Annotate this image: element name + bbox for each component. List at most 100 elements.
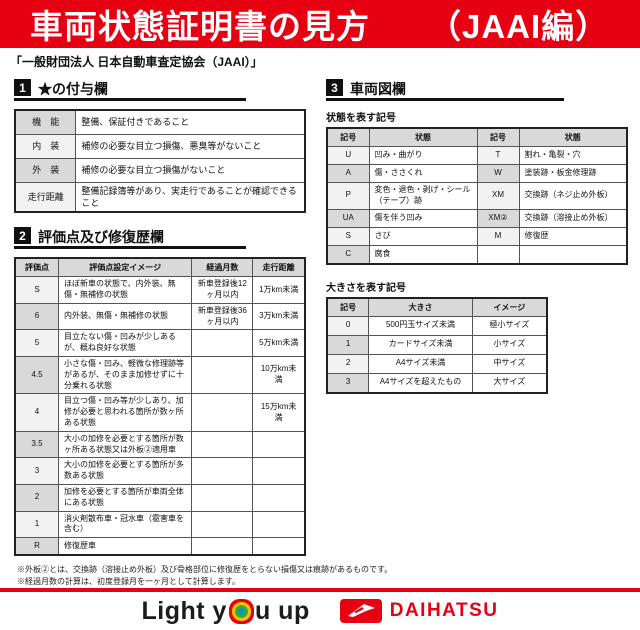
table-header-row: 評価点 評価点設定イメージ 経過月数 走行距離 [14,257,306,278]
brand-name: DAIHATSU [389,600,499,622]
months-cell [191,393,254,432]
score-cell: S [14,276,59,304]
condition-symbols-table: 記号 状態 記号 状態 U 凹み・曲がり T 割れ・亀裂・穴 A 傷・ささくれ … [326,127,628,265]
table-row: 3.5 大小の加修を必要とする箇所が数ヶ所ある状態又は外板②適用車 [14,430,306,459]
footnotes: ※外板②とは、交換跡（溶接止め外板）及び骨格部位に修復歴をとらない損傷又は痕跡が… [17,564,640,588]
score-desc-cell: 目立つ傷・凹み等が少しあり、加修が必要と思われる箇所が数ヶ所ある状態 [57,393,193,432]
table-row: 外 装 補修の必要な目立つ損傷がないこと [14,158,306,183]
score-desc-cell: 目立たない傷・凹みが少しあるが、概ね良好な状態 [57,329,193,358]
size-image-cell: 小サイズ [471,334,548,355]
column-header: 評価点 [14,257,59,278]
table-row: 2 A4サイズ未満 中サイズ [326,353,548,374]
mileage-cell [252,457,306,486]
size-symbol-cell: 1 [326,334,370,355]
symbol-cell: C [326,244,370,265]
section2-title: 評価点及び修復歴欄 [38,229,164,246]
condition-cell: 割れ・亀裂・穴 [518,146,628,165]
table-row: 0 500円玉サイズ未満 極小サイズ [326,315,548,336]
condition-cell: 塗装跡・板金修理跡 [518,164,628,183]
table-row: UA 傷を伴う凹み XM② 交換跡（溶接止め外板） [326,208,628,228]
right-column: 3 車両図欄 状態を表す記号 記号 状態 記号 状態 U 凹み・曲がり T 割れ… [326,72,628,556]
table-row: 2 加修を必要とする箇所が車両全体にある状態 [14,484,306,512]
condition-cell [518,244,628,265]
criteria-desc-cell: 補修の必要な目立つ損傷、悪臭等がないこと [75,134,306,159]
score-cell: 3.5 [14,430,59,459]
months-cell [191,430,254,459]
mileage-cell [252,430,306,459]
symbol-cell: P [326,182,370,210]
condition-cell: 修復歴 [518,226,628,246]
star-criteria-table: 機 能 整備、保証付きであること 内 装 補修の必要な目立つ損傷、悪臭等がないこ… [14,109,306,214]
score-cell: 6 [14,302,59,331]
size-symbols-label: 大きさを表す記号 [326,282,406,294]
footer: Light y u up DAIHATSU [0,592,640,630]
section1-header: 1 ★の付与欄 [14,79,246,101]
slogan-text-pre: Light y [141,596,227,625]
page-title-edition: （JAAI編） [428,8,610,45]
section3-number-badge: 3 [326,79,343,96]
section3-title: 車両図欄 [350,81,406,97]
size-image-cell: 中サイズ [471,353,548,374]
score-cell: 4.5 [14,356,59,395]
section1-title: ★の付与欄 [38,81,108,97]
mileage-cell: 3万km未満 [252,302,306,331]
table-header-row: 記号 状態 記号 状態 [326,127,628,147]
criteria-desc-cell: 整備記録簿等があり、実走行であることが確認できること [75,182,306,213]
score-cell: 5 [14,329,59,358]
mileage-cell: 10万km未満 [252,356,306,395]
column-header: 評価点設定イメージ [57,257,193,278]
column-header: 記号 [326,297,370,317]
mileage-cell [252,510,306,539]
mileage-cell: 15万km未満 [252,393,306,432]
criteria-desc-cell: 整備、保証付きであること [75,109,306,135]
size-symbols-table: 記号 大きさ イメージ 0 500円玉サイズ未満 極小サイズ 1 カードサイズ未… [326,296,548,394]
months-cell: 新車登録後12ヶ月以内 [191,276,254,304]
light-you-up-logo: Light y u up [142,597,310,626]
size-desc-cell: カードサイズ未満 [368,334,473,355]
target-circle-icon [237,607,245,615]
table-row: 1 カードサイズ未満 小サイズ [326,334,548,355]
condition-cell: 凹み・曲がり [368,146,478,165]
months-cell [191,537,254,556]
condition-cell: さび [368,226,478,246]
symbol-cell: T [476,146,520,165]
column-header: 大きさ [368,297,473,317]
months-cell [191,510,254,539]
score-cell: 1 [14,510,59,539]
condition-cell: 交換跡（溶接止め外板） [518,208,628,228]
table-header-row: 記号 大きさ イメージ [326,297,548,317]
table-row: 走行距離 整備記録簿等があり、実走行であることが確認できること [14,182,306,213]
size-symbol-cell: 2 [326,353,370,374]
association-name: 「一般財団法人 日本自動車査定協会（JAAI）」 [10,55,263,69]
score-desc-cell: ほぼ新車の状態で、内外装、無傷・無補修の状態 [57,276,193,304]
symbol-cell [476,244,520,265]
table-row: 4 目立つ傷・凹み等が少しあり、加修が必要と思われる箇所が数ヶ所ある状態 15万… [14,393,306,432]
mileage-cell [252,537,306,556]
table-row: 3 大小の加修を必要とする箇所が多数ある状態 [14,457,306,486]
condition-cell: 変色・退色・剥げ・シール（テープ）跡 [368,182,478,210]
symbol-cell: XM② [476,208,520,228]
criteria-label-cell: 機 能 [14,109,77,135]
score-desc-cell: 小さな傷・凹み、軽微な修理跡等があるが、そのまま加修せずに十分乗れる状態 [57,356,193,395]
size-desc-cell: A4サイズ未満 [368,353,473,374]
footnote-line: ※外板②とは、交換跡（溶接止め外板）及び骨格部位に修復歴をとらない損傷又は痕跡が… [17,565,393,575]
table-row: 機 能 整備、保証付きであること [14,109,306,135]
column-header: 記号 [326,127,370,147]
score-desc-cell: 大小の加修を必要とする箇所が数ヶ所ある状態又は外板②適用車 [57,430,193,459]
size-image-cell: 極小サイズ [471,315,548,336]
daihatsu-mark-icon [339,599,382,624]
table-row: U 凹み・曲がり T 割れ・亀裂・穴 [326,146,628,165]
months-cell [191,329,254,358]
score-desc-cell: 内外装、無傷・無補修の状態 [57,302,193,331]
table-row: R 修復歴車 [14,537,306,556]
section1-number-badge: 1 [14,79,31,96]
condition-cell: 傷・ささくれ [368,164,478,183]
table-row: 6 内外装、無傷・無補修の状態 新車登録後36ヶ月以内 3万km未満 [14,302,306,331]
size-symbol-cell: 0 [326,315,370,336]
symbol-cell: U [326,146,370,165]
table-row: C 腐食 [326,244,628,265]
content-columns: 1 ★の付与欄 機 能 整備、保証付きであること 内 装 補修の必要な目立つ損傷… [0,72,640,557]
table-row: S さび M 修復歴 [326,226,628,246]
table-row: 3 A4サイズを超えたもの 大サイズ [326,372,548,394]
